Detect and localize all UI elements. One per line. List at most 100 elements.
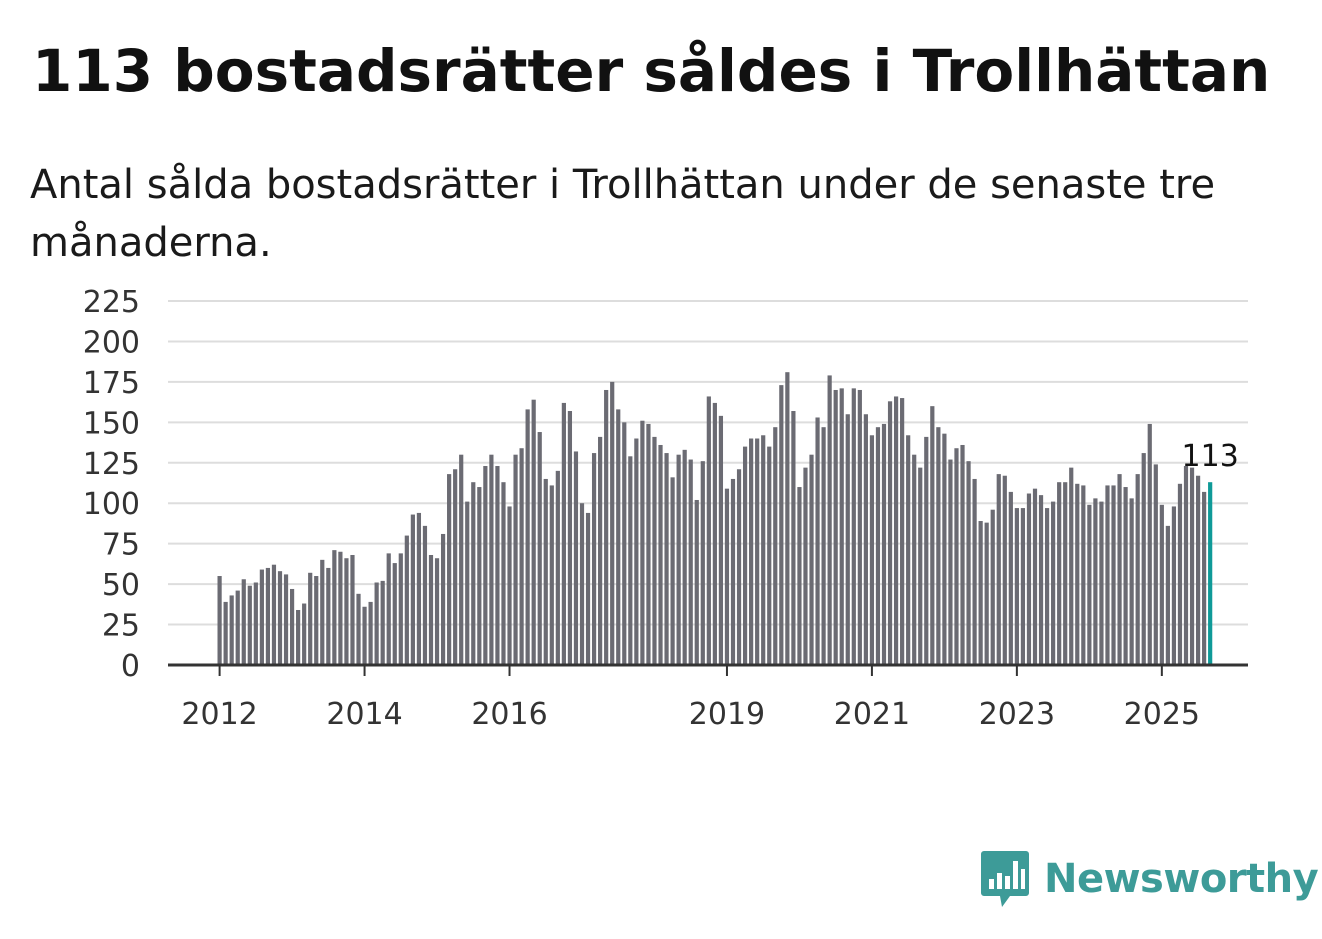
- bar: [1153, 464, 1158, 665]
- bar: [495, 466, 500, 665]
- bar: [1105, 485, 1110, 665]
- y-tick-label: 75: [102, 528, 140, 563]
- newsworthy-logo: Newsworthy: [980, 848, 1319, 910]
- bar: [954, 448, 959, 665]
- bar: [761, 435, 766, 665]
- bar: [616, 409, 621, 665]
- bar: [1159, 504, 1164, 665]
- y-tick-label: 150: [83, 406, 140, 441]
- bar: [368, 601, 373, 665]
- bar: [1111, 485, 1116, 665]
- chart-title: 113 bostadsrätter såldes i Trollhättan: [32, 37, 1271, 105]
- latest-value-label: 113: [1182, 439, 1239, 474]
- bar: [1117, 474, 1122, 665]
- bar: [1202, 491, 1207, 665]
- bar: [416, 512, 422, 665]
- y-tick-label: 50: [102, 568, 140, 603]
- bar: [483, 466, 488, 665]
- bar: [730, 478, 736, 665]
- bar: [857, 389, 862, 665]
- bar: [1063, 482, 1068, 665]
- bar: [1123, 487, 1128, 665]
- bar: [241, 579, 246, 665]
- bar: [893, 396, 899, 665]
- bar: [1177, 483, 1183, 665]
- bar: [561, 402, 566, 665]
- bar: [839, 388, 844, 665]
- y-tick-label: 125: [83, 447, 140, 482]
- bar: [610, 381, 615, 665]
- bar: [706, 396, 711, 665]
- bar: [374, 582, 379, 665]
- bar: [1075, 483, 1080, 665]
- bar: [912, 454, 917, 665]
- bar: [1057, 482, 1062, 665]
- chart-subtitle: Antal sålda bostadsrätter i Trollhättan …: [30, 162, 1216, 266]
- y-tick-label: 200: [83, 325, 140, 360]
- bar: [350, 554, 355, 665]
- bar: [658, 444, 663, 665]
- bar: [543, 478, 548, 665]
- bar: [585, 512, 591, 665]
- bar: [1051, 501, 1056, 665]
- bar: [1008, 491, 1013, 665]
- bar: [489, 454, 494, 665]
- bar: [845, 414, 850, 665]
- bar: [670, 477, 675, 665]
- bar: [742, 446, 748, 665]
- bar: [271, 564, 277, 665]
- bar: [1069, 467, 1074, 665]
- bar: [881, 423, 887, 665]
- bar: [1002, 475, 1007, 665]
- bar: [525, 409, 530, 665]
- bar: [791, 411, 796, 665]
- bar: [1099, 501, 1104, 665]
- bar: [827, 375, 832, 665]
- bar: [392, 563, 397, 665]
- bar: [700, 461, 705, 665]
- bar: [1165, 525, 1170, 665]
- bar: [1135, 474, 1140, 665]
- bar: [362, 606, 367, 665]
- bar: [259, 569, 264, 665]
- bar: [718, 415, 724, 665]
- bar: [235, 590, 240, 665]
- bar: [996, 474, 1001, 665]
- bar: [320, 559, 325, 665]
- bar: [277, 571, 283, 665]
- brand-name: Newsworthy: [1044, 856, 1319, 902]
- bar: [531, 399, 536, 665]
- bar: [314, 576, 319, 665]
- bar: [1093, 498, 1098, 665]
- bar: [296, 609, 301, 665]
- bar: [1141, 453, 1146, 665]
- bar: [634, 438, 639, 665]
- bar: [936, 427, 941, 665]
- bar: [247, 585, 252, 665]
- bar: [930, 406, 935, 665]
- bar: [501, 482, 506, 665]
- bar: [302, 603, 307, 665]
- bar: [573, 451, 579, 665]
- bar: [308, 572, 313, 665]
- bar: [887, 401, 893, 665]
- axes: 0 25 50 75 100 125 150 175 200 225 2012 2014 2016 201…: [83, 285, 1248, 732]
- bar: [332, 550, 337, 665]
- bar: [440, 533, 446, 665]
- bar: [773, 427, 778, 665]
- bar-chart: 0 25 50 75 100 125 150 175 200 225 2012 2014 2016 201…: [83, 285, 1248, 732]
- y-tick-label: 25: [102, 609, 140, 644]
- bar: [622, 422, 627, 665]
- bar: [1171, 506, 1177, 665]
- bar: [779, 385, 784, 665]
- bar: [1183, 466, 1189, 665]
- bar: [598, 436, 603, 665]
- bar: [555, 470, 560, 665]
- bar: [434, 558, 440, 665]
- bar: [283, 574, 289, 665]
- bar: [972, 478, 977, 665]
- bar: [1032, 488, 1038, 665]
- bar: [676, 454, 681, 665]
- bar: [1026, 493, 1032, 665]
- bar: [447, 474, 452, 665]
